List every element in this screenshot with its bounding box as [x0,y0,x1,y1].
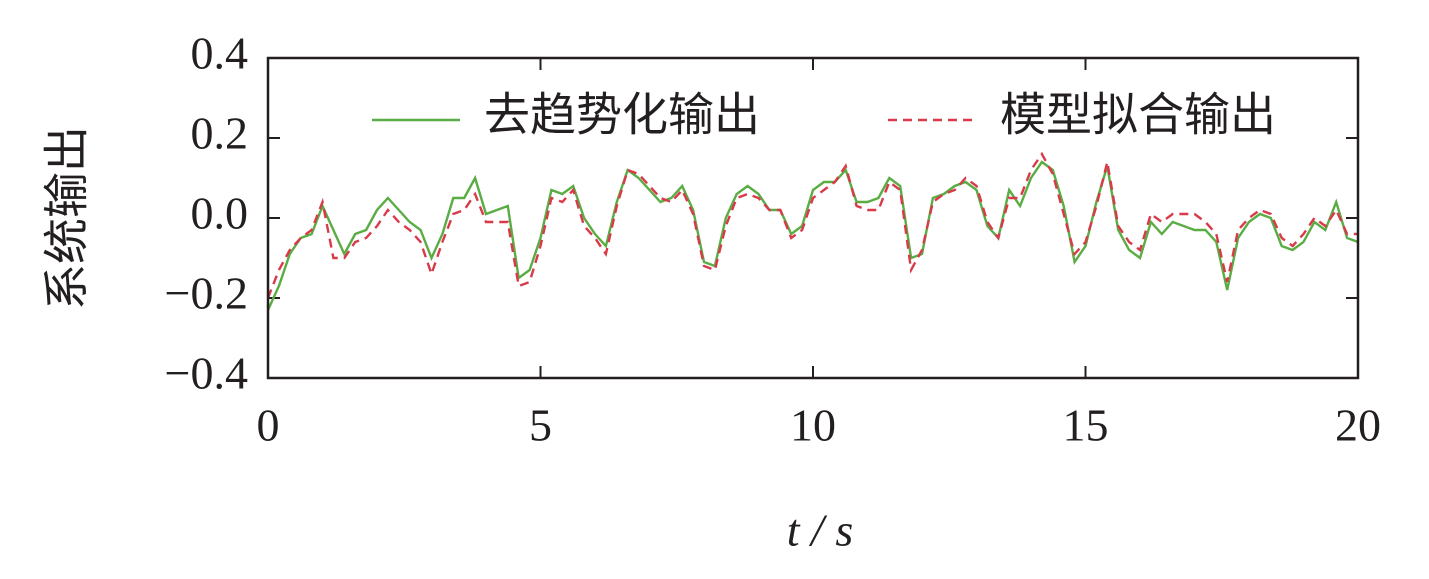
x-tick-label: 20 [1335,400,1381,451]
y-axis-label: 系统输出 [42,126,93,310]
y-tick-label: 0.4 [191,28,249,79]
legend-label: 去趋势化输出 [484,90,760,141]
x-tick-label: 0 [257,400,280,451]
x-axis-label: t / s [787,505,853,556]
x-tick-label: 10 [790,400,836,451]
y-tick-label: −0.4 [165,348,248,399]
x-tick-label: 5 [529,400,552,451]
plot-frame [266,56,1360,380]
legend-label: 模型拟合输出 [1000,90,1276,141]
x-tick-label: 15 [1063,400,1109,451]
y-tick-label: 0.2 [191,108,249,159]
y-tick-label: 0.0 [191,188,249,239]
data-line [266,151,1358,299]
data-line [266,160,1359,311]
y-tick-label: −0.2 [165,268,248,319]
